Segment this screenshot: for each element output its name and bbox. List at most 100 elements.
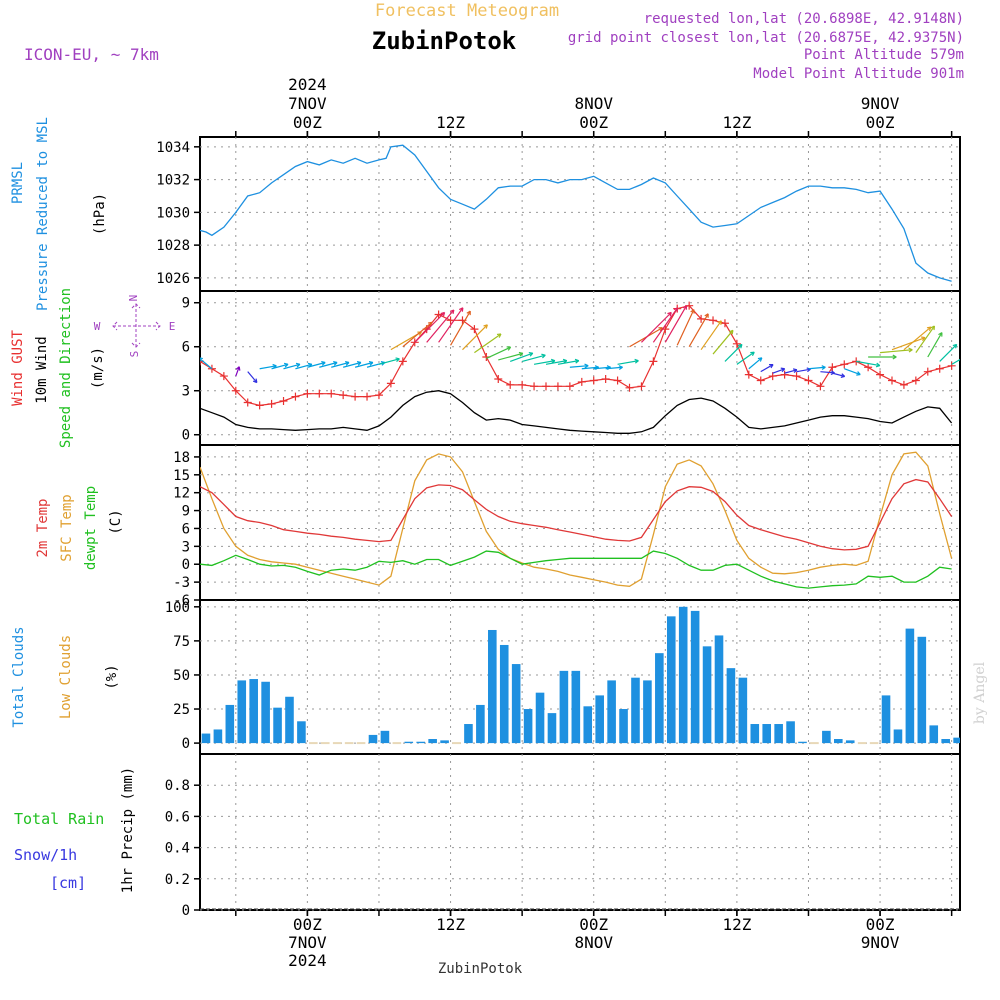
gust-marker (756, 376, 765, 385)
cloud-bar (392, 742, 402, 745)
cloud-bar (607, 680, 616, 744)
gust-marker (947, 361, 956, 370)
cloud-bar (404, 741, 414, 744)
cloud-bar (476, 704, 485, 744)
gust-marker (398, 357, 407, 366)
wind-arrow-head (235, 366, 241, 371)
wind-arrow-head (634, 358, 639, 364)
gust-marker (685, 301, 694, 310)
wind-arrow-head (344, 360, 350, 366)
wind-arrow-head (856, 371, 861, 376)
wind-arrow-head (737, 343, 743, 349)
gust-marker (446, 316, 455, 325)
pressure-ytick-label: 1026 (156, 271, 190, 287)
gust-marker (470, 325, 479, 334)
pressure-ytick-label: 1032 (156, 173, 190, 189)
footer-location: ZubinPotok (438, 961, 523, 977)
wind-direction-arrow (271, 363, 289, 370)
wind-direction-arrow (760, 364, 774, 373)
wind-direction-arrow (652, 307, 679, 343)
clouds-ytick-label: 100 (165, 600, 190, 616)
compass-east: E (169, 320, 176, 333)
gust-marker (744, 370, 753, 379)
wind-direction-arrow (450, 310, 471, 346)
cloud-bar (368, 734, 378, 744)
closest-coords: grid point closest lon,lat (20.6875E, 42… (568, 30, 964, 46)
cloud-bar (201, 733, 211, 744)
wind-direction-arrow (712, 329, 734, 355)
cloud-bar (631, 677, 640, 744)
cloud-bar (619, 709, 628, 744)
location-title: ZubinPotok (372, 27, 517, 55)
watermark: by Angel (972, 661, 988, 724)
temp-2m-label: 2m Temp (35, 498, 51, 557)
temperature-ytick-label: 15 (173, 468, 190, 484)
wind-arrow-head (333, 360, 338, 366)
precip-ytick-label: 0.6 (165, 809, 190, 825)
wind-ytick-label: 3 (182, 384, 190, 400)
gust-marker (697, 314, 706, 323)
cloud-bar (273, 707, 282, 744)
top-time-label: 2024 (288, 75, 327, 94)
gust-marker (709, 316, 718, 325)
wind-arrow-head (618, 365, 623, 370)
precip-ytick-label: 0.2 (165, 872, 190, 888)
wind-direction-arrow (569, 365, 589, 368)
cloud-bar (309, 742, 318, 745)
cloud-bar (798, 741, 807, 744)
precip-frame (199, 753, 961, 911)
wind-arrow-head (466, 310, 471, 316)
cloud-bar (523, 709, 533, 744)
panel-clouds: 0 25 50 75 100 Total Clouds Low Clouds (%) (11, 599, 961, 755)
cloud-bar (583, 706, 593, 744)
wind-gust-label: Wind GUST (10, 330, 26, 406)
gust-marker (553, 382, 562, 391)
compass-west: W (94, 320, 101, 333)
wind-direction-arrow (820, 371, 835, 374)
wind-arrow-head (584, 363, 589, 369)
gust-marker (876, 370, 885, 379)
wind-direction-arrow (354, 361, 374, 368)
wind-plot-area (200, 301, 960, 434)
low-clouds-label: Low Clouds (58, 635, 74, 719)
cloud-bar (249, 679, 258, 744)
gust-marker (923, 367, 932, 376)
wind-arrow-head (427, 321, 433, 327)
gust-marker (613, 376, 622, 385)
wind-arrow-head (496, 333, 502, 338)
panels: 1026 1028 1030 1032 1034 PRMSL Pressure Reduce… (10, 117, 961, 919)
bottom-time-label: 2024 (288, 951, 327, 970)
wind-arrow-head (921, 336, 926, 342)
gust-marker (494, 375, 503, 383)
wind-arrow-head (729, 329, 734, 335)
wind-direction-arrow (736, 351, 755, 365)
wind-direction-arrow (951, 358, 960, 365)
gust-marker (243, 398, 252, 407)
wind-direction-arrow (331, 361, 350, 368)
cloud-bar (547, 713, 557, 744)
wind-arrow-head (750, 351, 755, 357)
sfc-temp-line (200, 451, 953, 587)
wind-direction-arrow (378, 358, 400, 365)
wind-arrow-head (321, 360, 326, 366)
wind-direction-arrow (664, 305, 687, 343)
snow-label: Snow/1h (14, 846, 77, 864)
gust-marker (565, 382, 574, 391)
wind-direction-arrow (927, 332, 943, 358)
wind-arrow-head (875, 362, 881, 368)
temperature-ytick-label: -6 (173, 593, 190, 609)
cloud-bar (261, 681, 270, 744)
wind-arrow-head (574, 358, 580, 364)
product-title: Forecast Meteogram (375, 1, 559, 21)
bottom-time-label: 9NOV (861, 933, 900, 952)
precip-unit: 1hr Precip (mm) (120, 767, 136, 893)
requested-coords: requested lon,lat (20.6898E, 42.9148N) (644, 11, 964, 27)
gust-marker (541, 382, 550, 391)
wind-arrow-head (673, 307, 679, 312)
gust-marker (864, 363, 873, 372)
cloud-bar (499, 644, 509, 744)
wind-gust-line (200, 305, 952, 407)
gust-marker (732, 339, 741, 348)
cloud-bar (762, 724, 772, 744)
wind-direction-arrow (295, 363, 313, 370)
